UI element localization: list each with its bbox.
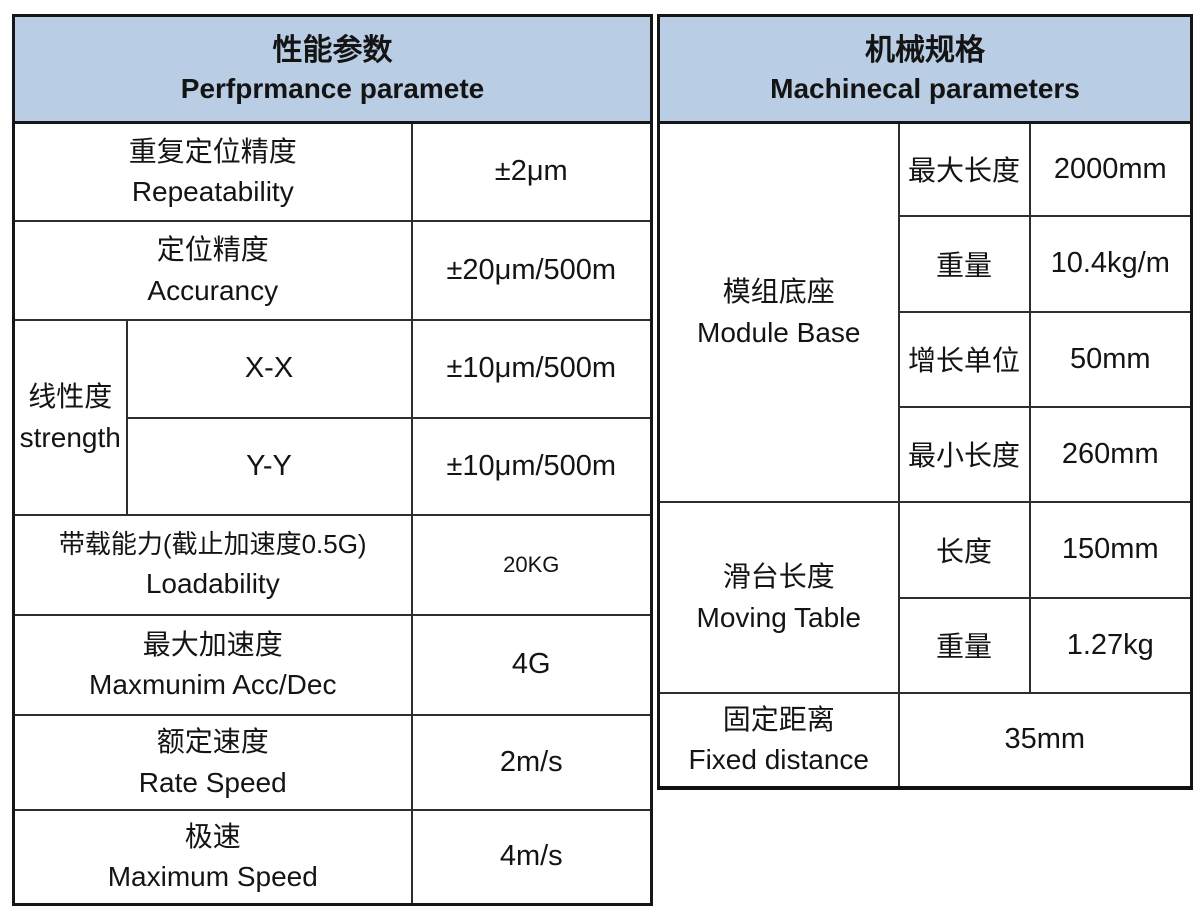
- rate-speed-label: 额定速度 Rate Speed: [12, 713, 413, 811]
- table-weight-value: 1.27kg: [1028, 596, 1193, 694]
- table-row: 固定距离 Fixed distance 35mm: [657, 691, 1193, 789]
- table-row: 最大加速度 Maxmunim Acc/Dec 4G: [12, 613, 653, 716]
- mechanical-table-container: 机械规格 Machinecal parameters 模组底座 Module B…: [657, 14, 1194, 790]
- table-row: 滑台长度 Moving Table 长度 150mm: [657, 500, 1193, 694]
- repeatability-label: 重复定位精度 Repeatability: [12, 121, 413, 222]
- max-length-value: 2000mm: [1028, 121, 1193, 217]
- performance-title-en: Perfprmance paramete: [180, 73, 485, 105]
- table-row: 极速 Maximum Speed 4m/s: [12, 808, 653, 906]
- accuracy-value: ±20μm/500m: [410, 219, 653, 321]
- fixed-distance-label: 固定距离 Fixed distance: [657, 691, 900, 789]
- table-row: 重量 1.27kg: [659, 596, 1193, 694]
- linearity-group-label: 线性度 strength: [12, 318, 128, 516]
- table-row: 定位精度 Accurancy ±20μm/500m: [12, 219, 653, 321]
- table-row: 增长单位 50mm: [659, 310, 1193, 408]
- base-weight-value: 10.4kg/m: [1028, 214, 1193, 313]
- linearity-xx-label: X-X: [125, 318, 413, 419]
- table-weight-label: 重量: [897, 596, 1031, 694]
- max-acceleration-value: 4G: [410, 613, 653, 716]
- max-length-label: 最大长度: [897, 121, 1031, 217]
- table-row: 额定速度 Rate Speed 2m/s: [12, 713, 653, 811]
- loadability-value: 20KG: [410, 513, 653, 616]
- increment-unit-value: 50mm: [1028, 310, 1193, 408]
- maximum-speed-label: 极速 Maximum Speed: [12, 808, 413, 906]
- rate-speed-value: 2m/s: [410, 713, 653, 811]
- performance-header-row: 性能参数 Perfprmance paramete: [12, 14, 653, 124]
- table-row: 带载能力(截止加速度0.5G) Loadability 20KG: [12, 513, 653, 616]
- max-acceleration-label: 最大加速度 Maxmunim Acc/Dec: [12, 613, 413, 716]
- moving-table-group-label: 滑台长度 Moving Table: [657, 500, 900, 694]
- table-row: 重量 10.4kg/m: [659, 214, 1193, 313]
- maximum-speed-value: 4m/s: [410, 808, 653, 906]
- linearity-xx-value: ±10μm/500m: [410, 318, 653, 419]
- table-length-value: 150mm: [1028, 500, 1193, 599]
- loadability-label: 带载能力(截止加速度0.5G) Loadability: [12, 513, 413, 616]
- increment-unit-label: 增长单位: [897, 310, 1031, 408]
- table-row: 最小长度 260mm: [659, 405, 1193, 503]
- base-weight-label: 重量: [897, 214, 1031, 313]
- linearity-yy-label: Y-Y: [125, 416, 413, 516]
- mechanical-table: 机械规格 Machinecal parameters 模组底座 Module B…: [657, 14, 1194, 790]
- table-row: Y-Y ±10μm/500m: [14, 416, 653, 516]
- performance-table: 性能参数 Perfprmance paramete 重复定位精度 Repeata…: [12, 14, 654, 906]
- module-base-group-label: 模组底座 Module Base: [657, 121, 900, 503]
- linearity-yy-value: ±10μm/500m: [410, 416, 653, 516]
- min-length-value: 260mm: [1028, 405, 1193, 503]
- performance-title-zh: 性能参数: [272, 33, 393, 67]
- accuracy-label: 定位精度 Accurancy: [12, 219, 413, 321]
- performance-header: 性能参数 Perfprmance paramete: [12, 14, 653, 124]
- table-row: 重复定位精度 Repeatability ±2μm: [12, 121, 653, 222]
- repeatability-value: ±2μm: [410, 121, 653, 222]
- mechanical-title-zh: 机械规格: [865, 33, 986, 67]
- table-length-label: 长度: [897, 500, 1031, 599]
- mechanical-title-en: Machinecal parameters: [770, 73, 1080, 105]
- mechanical-header: 机械规格 Machinecal parameters: [657, 14, 1193, 124]
- performance-table-container: 性能参数 Perfprmance paramete 重复定位精度 Repeata…: [12, 14, 654, 906]
- table-row: 线性度 strength X-X ±10μm/500m: [12, 318, 653, 516]
- mechanical-header-row: 机械规格 Machinecal parameters: [657, 14, 1193, 124]
- fixed-distance-value: 35mm: [897, 691, 1193, 789]
- table-row: 模组底座 Module Base 最大长度 2000mm: [657, 121, 1193, 503]
- min-length-label: 最小长度: [897, 405, 1031, 503]
